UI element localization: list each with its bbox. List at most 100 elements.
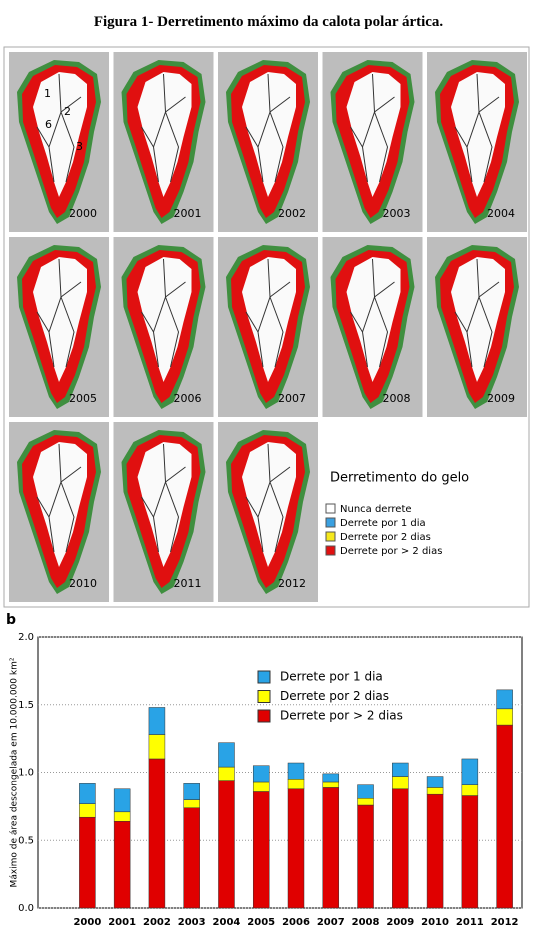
map-tile: 2000: [9, 52, 109, 232]
bar-segment: [183, 783, 200, 800]
x-tick-label: 2006: [282, 917, 310, 928]
bar-segment: [218, 780, 235, 909]
legend-label: Derrete por 1 dia: [280, 670, 383, 684]
bar-segment: [252, 765, 270, 783]
map-tile: 2007: [218, 237, 318, 417]
map-year: 2011: [174, 577, 202, 590]
legend-swatch: [325, 545, 336, 556]
legend-label: Derrete por 2 dias: [340, 532, 431, 543]
x-tick-label: 2003: [178, 917, 206, 928]
bar-segment: [322, 773, 340, 783]
bar-segment: [183, 807, 200, 909]
map-year: 2003: [383, 207, 411, 220]
bar-segment: [496, 689, 513, 710]
legend-swatch: [257, 690, 271, 703]
bar-segment: [357, 797, 374, 806]
legend-swatch: [325, 503, 336, 514]
x-tick-label: 2009: [386, 917, 414, 928]
bar-segment: [252, 781, 270, 792]
bar-segment: [322, 781, 340, 788]
bar-segment: [461, 758, 479, 785]
map-tile: 2005: [9, 237, 109, 417]
map-tile: 2008: [322, 237, 423, 417]
map-tile: 2009: [427, 237, 527, 417]
legend-title: Derretimento do gelo: [330, 471, 469, 486]
bar-segment: [218, 742, 235, 768]
region-number: 6: [45, 118, 52, 131]
x-tick-label: 2012: [491, 917, 519, 928]
map-year: 2005: [69, 392, 97, 405]
map-tile: 2003: [322, 52, 423, 232]
x-tick-label: 2008: [352, 917, 380, 928]
x-tick-label: 2010: [421, 917, 449, 928]
y-tick-label: 1.5: [18, 700, 34, 711]
legend-label: Derrete por 1 dia: [340, 518, 426, 529]
map-year: 2010: [69, 577, 97, 590]
bar-segment: [79, 803, 96, 818]
panel-label: b: [6, 612, 16, 628]
bar-segment: [426, 793, 444, 909]
map-tile: 2002: [218, 52, 318, 232]
x-tick-label: 2007: [317, 917, 345, 928]
bar-segment: [496, 724, 513, 909]
figure-caption: Figura 1- Derretimento máximo da calota …: [93, 14, 444, 30]
bar-segment: [392, 788, 409, 909]
bar-segment: [287, 762, 305, 780]
bar-segment: [148, 758, 166, 909]
bar-segment: [461, 795, 479, 909]
region-number: 3: [76, 140, 83, 153]
bar-segment: [79, 816, 96, 909]
legend-swatch: [257, 670, 271, 684]
map-tile: 2012: [218, 422, 318, 602]
map-year: 2006: [174, 392, 202, 405]
x-tick-label: 2000: [73, 917, 101, 928]
x-tick-label: 2005: [247, 917, 275, 928]
legend-label: Derrete por > 2 dias: [340, 546, 442, 557]
map-tile: 2001: [113, 52, 214, 232]
bar-segment: [392, 776, 409, 790]
bar-segment: [79, 783, 96, 804]
bar-segment: [252, 791, 270, 909]
map-year: 2012: [278, 577, 306, 590]
bar-segment: [287, 788, 305, 909]
map-tile: 2011: [113, 422, 214, 602]
y-tick-label: 2.0: [18, 632, 34, 643]
bar-segment: [218, 766, 235, 781]
bar-segment: [426, 787, 444, 795]
y-tick-label: 0.0: [18, 903, 34, 914]
bar-segment: [113, 811, 131, 822]
legend-swatch: [325, 531, 336, 542]
map-tile: 2006: [113, 237, 214, 417]
x-tick-label: 2001: [108, 917, 136, 928]
map-year: 2000: [69, 207, 97, 220]
bar-segment: [426, 776, 444, 788]
bar-segment: [392, 762, 409, 777]
bar-segment: [461, 784, 479, 796]
map-tile: 2010: [9, 422, 109, 602]
legend-label: Derrete por 2 dias: [280, 689, 389, 703]
map-tile: 2004: [427, 52, 527, 232]
bar-segment: [148, 707, 166, 735]
bar-segment: [148, 734, 166, 760]
map-year: 2002: [278, 207, 306, 220]
y-tick-label: 1.0: [18, 768, 34, 779]
bar-segment: [496, 708, 513, 726]
bar-segment: [113, 821, 131, 909]
legend-swatch: [325, 517, 336, 528]
bar-segment: [357, 804, 374, 909]
map-year: 2001: [174, 207, 202, 220]
y-tick-label: 0.5: [18, 835, 34, 846]
region-number: 1: [44, 87, 51, 100]
region-number: 2: [64, 105, 71, 118]
bar-segment: [357, 784, 374, 799]
bar-segment: [322, 787, 340, 909]
bar-segment: [113, 788, 131, 813]
legend-label: Nunca derrete: [340, 504, 412, 515]
legend-swatch: [257, 709, 271, 723]
x-tick-label: 2004: [213, 917, 241, 928]
legend-label: Derrete por > 2 dias: [280, 709, 403, 723]
map-year: 2007: [278, 392, 306, 405]
bar-segment: [183, 799, 200, 808]
